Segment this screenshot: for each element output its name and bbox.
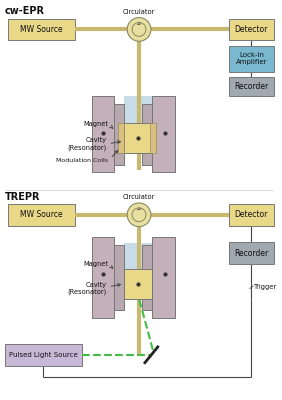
Bar <box>124 96 152 124</box>
Text: Magnet: Magnet <box>83 261 109 267</box>
Bar <box>5 344 82 366</box>
Bar <box>124 123 152 153</box>
Text: Magnet: Magnet <box>83 121 109 127</box>
Text: Trigger: Trigger <box>254 284 277 290</box>
Bar <box>142 245 152 310</box>
Bar <box>114 245 124 310</box>
Text: Detector: Detector <box>235 25 268 34</box>
Bar <box>229 77 274 96</box>
Bar <box>92 238 114 318</box>
Text: Recorder: Recorder <box>234 249 268 258</box>
Text: Lock-in
Amplifier: Lock-in Amplifier <box>236 52 267 66</box>
Circle shape <box>127 18 151 41</box>
Bar <box>124 243 152 269</box>
Bar <box>118 123 124 153</box>
Text: Detector: Detector <box>235 210 268 219</box>
Text: Circulator: Circulator <box>123 9 155 15</box>
Circle shape <box>127 203 151 227</box>
Text: Pulsed Light Source: Pulsed Light Source <box>9 352 78 358</box>
Bar <box>229 46 274 72</box>
Text: Circulator: Circulator <box>123 194 155 200</box>
Bar <box>229 204 274 226</box>
Bar <box>152 238 175 318</box>
Bar <box>229 242 274 264</box>
Bar <box>124 269 152 299</box>
Bar <box>150 123 156 153</box>
Bar <box>114 104 124 164</box>
Text: TREPR: TREPR <box>5 192 40 202</box>
Bar <box>8 18 75 40</box>
Text: Cavity
(Resonator): Cavity (Resonator) <box>67 282 107 296</box>
Bar <box>92 96 114 172</box>
Bar <box>142 104 152 164</box>
Bar <box>229 18 274 40</box>
Bar <box>8 204 75 226</box>
Text: Recorder: Recorder <box>234 82 268 91</box>
Text: Cavity
(Resonator): Cavity (Resonator) <box>67 137 107 150</box>
Text: cw-EPR: cw-EPR <box>5 6 45 16</box>
Text: MW Source: MW Source <box>20 210 63 219</box>
Text: Modulation Coils: Modulation Coils <box>56 158 109 163</box>
Text: MW Source: MW Source <box>20 25 63 34</box>
Bar <box>152 96 175 172</box>
